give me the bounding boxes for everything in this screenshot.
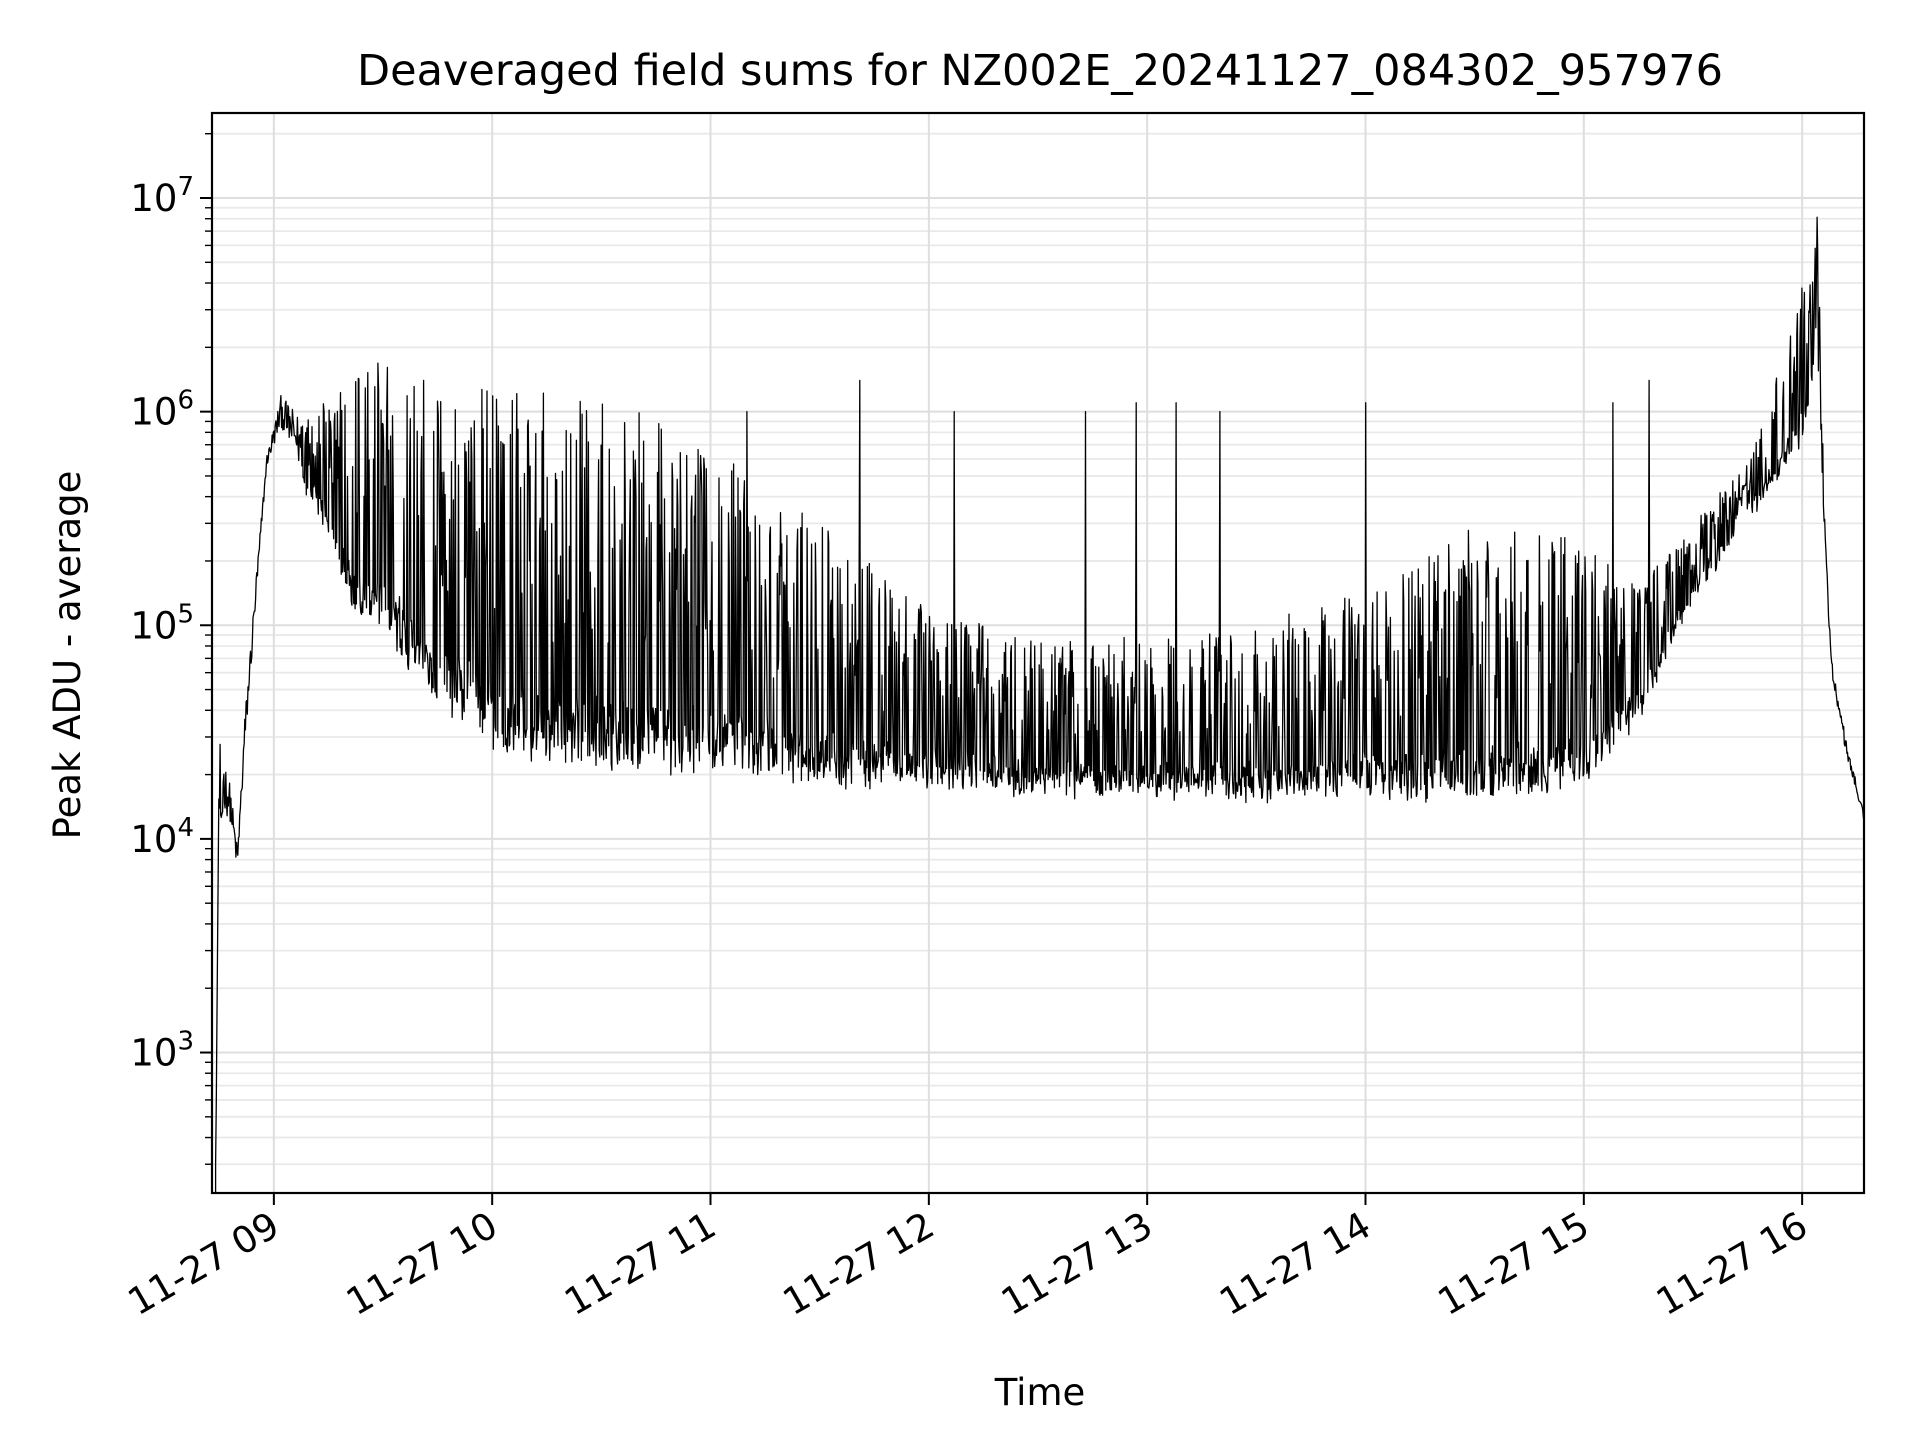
x-tick-label: 11-27 12 xyxy=(776,1204,942,1324)
y-tick-exponent: 5 xyxy=(177,599,194,629)
y-tick-exponent: 6 xyxy=(177,386,194,416)
plot-frame xyxy=(210,111,1866,1195)
y-tick-label: 104 xyxy=(130,813,194,861)
series-line xyxy=(214,216,1864,1193)
series-layer xyxy=(214,216,1864,1193)
y-tick-base: 10 xyxy=(130,1032,177,1075)
y-tick-base: 10 xyxy=(130,391,177,434)
y-axis-label: Peak ADU - average xyxy=(46,471,89,840)
y-tick-base: 10 xyxy=(130,818,177,861)
x-axis-label: Time xyxy=(994,1371,1086,1414)
y-tick-exponent: 7 xyxy=(177,172,194,202)
y-tick-label: 105 xyxy=(130,599,194,647)
x-tick-label: 11-27 16 xyxy=(1649,1204,1815,1324)
y-tick-label: 107 xyxy=(130,172,194,220)
x-tick-label: 11-27 10 xyxy=(339,1204,505,1324)
x-tick-label: 11-27 09 xyxy=(121,1204,287,1324)
grid xyxy=(212,113,1864,1193)
y-tick-exponent: 3 xyxy=(177,1027,194,1057)
y-tick-base: 10 xyxy=(130,604,177,647)
y-tick-label: 103 xyxy=(130,1027,194,1075)
chart-title: Deaveraged field sums for NZ002E_2024112… xyxy=(357,46,1723,96)
x-tick-label: 11-27 15 xyxy=(1431,1204,1597,1324)
x-tick-label: 11-27 13 xyxy=(994,1204,1160,1324)
x-axis: 11-27 09 11-27 10 11-27 11 11-27 12 11-27 13… xyxy=(121,1193,1815,1324)
y-tick-base: 10 xyxy=(130,177,177,220)
y-tick-label: 106 xyxy=(130,386,194,434)
x-tick-label: 11-27 14 xyxy=(1212,1204,1378,1324)
y-tick-exponent: 4 xyxy=(177,813,194,843)
x-tick-label: 11-27 11 xyxy=(557,1204,723,1324)
